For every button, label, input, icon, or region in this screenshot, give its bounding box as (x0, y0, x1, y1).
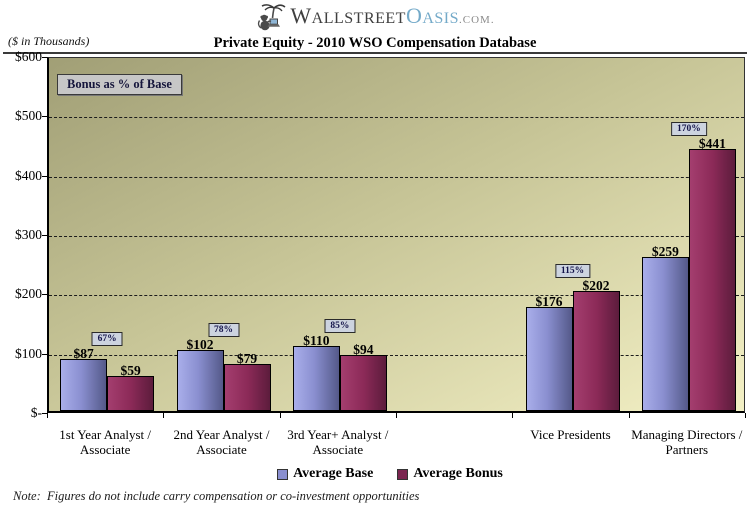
legend-item-average-base: Average Base (277, 466, 373, 482)
bar-average-base (525, 306, 573, 411)
bonus-pct-label: 115% (554, 264, 591, 279)
x-axis-category-label: Vice Presidents (530, 427, 611, 442)
monkey-palm-icon (258, 4, 286, 31)
bar-average-bonus (688, 149, 736, 411)
y-gridline (49, 117, 744, 119)
y-axis-tick-label: $300 (15, 227, 42, 242)
logo: WALLSTREETOASIS.COM. (0, 1, 750, 35)
bar-value-label: $59 (120, 362, 141, 378)
logo-oasis: ASIS (422, 10, 460, 27)
legend-swatch-base-icon (277, 468, 289, 480)
bar-value-label: $102 (186, 337, 214, 353)
y-axis-tick (42, 57, 47, 58)
x-axis-tick (47, 413, 48, 418)
legend-label-average-base: Average Base (293, 466, 374, 481)
x-axis-category-label: 2nd Year Analyst / Associate (173, 427, 270, 457)
y-axis-tick-label: $500 (15, 108, 42, 124)
bar-average-bonus (339, 355, 387, 411)
x-axis-category-label: Managing Directors / Partners (631, 427, 743, 457)
y-gridline (49, 236, 744, 237)
y-axis-tick (42, 116, 47, 118)
chart-legend: Average Base Average Bonus (15, 466, 750, 482)
y-axis-units-label: ($ in Thousands) (8, 34, 90, 48)
y-gridline (49, 295, 744, 297)
bar-value-label: $176 (535, 293, 563, 309)
x-axis-category-label: 3rd Year+ Analyst / Associate (287, 427, 389, 457)
bar-average-base (60, 359, 108, 411)
y-axis-tick (42, 294, 47, 296)
y-axis-tick (42, 235, 47, 236)
y-axis-tick (42, 413, 47, 414)
bonus-pct-of-base-box: Bonus as % of Base (57, 74, 182, 95)
logo-wallstreet: ALLSTREET (311, 10, 406, 27)
logo-com: .COM. (459, 14, 495, 26)
y-axis-tick-label: $200 (15, 286, 42, 302)
bar-value-label: $441 (698, 136, 726, 152)
bar-average-bonus (572, 291, 620, 411)
logo-oasis-initial: O (405, 3, 423, 28)
y-axis-tick-label: $600 (15, 49, 42, 64)
y-axis-tick-label: $400 (15, 167, 42, 183)
bar-value-label: $87 (73, 346, 94, 362)
bonus-pct-label: 170% (670, 122, 707, 137)
header-divider (3, 52, 747, 54)
logo-text: WALLSTREETOASIS.COM. (290, 1, 494, 35)
y-axis-tick (42, 353, 47, 355)
legend-label-average-bonus: Average Bonus (413, 466, 503, 481)
bar-average-base (641, 257, 689, 411)
legend-swatch-bonus-icon (397, 468, 409, 480)
x-axis-tick (163, 413, 165, 418)
logo-wallstreet-initial: W (290, 3, 312, 28)
x-axis-tick (512, 413, 514, 418)
bar-average-bonus (223, 364, 271, 411)
y-gridline (49, 176, 744, 178)
y-axis-tick (42, 175, 47, 177)
y-gridline (49, 354, 744, 356)
bar-value-label: $202 (582, 278, 610, 294)
y-axis-tick-label: $100 (15, 345, 42, 361)
x-axis-tick (279, 413, 281, 418)
x-axis-tick (745, 413, 746, 418)
footnote: Note: Figures do not include carry compe… (13, 489, 420, 503)
legend-item-average-bonus: Average Bonus (397, 466, 503, 482)
bonus-pct-label: 78% (208, 323, 239, 338)
bonus-pct-label: 67% (91, 332, 123, 347)
bar-value-label: $110 (303, 332, 330, 348)
bar-average-bonus (107, 376, 155, 411)
x-axis-category-label: 1st Year Analyst / Associate (59, 427, 152, 457)
bar-average-base (292, 345, 340, 411)
bar-value-label: $79 (236, 351, 258, 367)
x-axis-tick (396, 413, 397, 418)
bar-value-label: $259 (651, 244, 679, 260)
x-axis-tick (628, 413, 630, 418)
bar-value-label: $94 (353, 342, 374, 358)
bonus-pct-label: 85% (324, 318, 356, 333)
y-axis-tick-label: $- (30, 405, 42, 420)
chart-title: Private Equity - 2010 WSO Compensation D… (213, 35, 537, 51)
bar-average-base (176, 350, 224, 411)
plot-area: Bonus as % of Base $87 $59 67% $102 $79 78% $1… (47, 57, 745, 413)
